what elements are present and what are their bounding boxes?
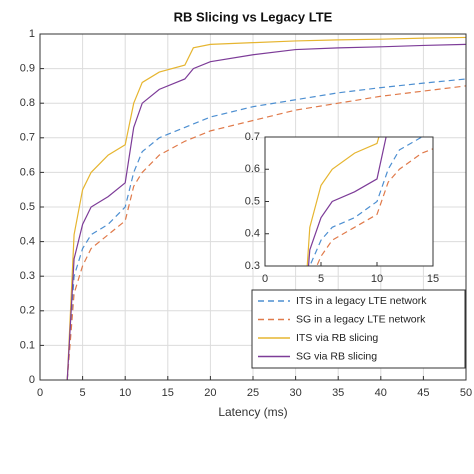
legend-label: SG in a legacy LTE network (296, 313, 426, 325)
y-tick-label: 0.8 (20, 97, 35, 109)
series-line (66, 43, 466, 380)
legend-label: ITS via RB slicing (296, 332, 378, 344)
y-tick-label: 0.3 (245, 260, 260, 272)
series-line (66, 78, 466, 380)
y-tick-label: 0.5 (245, 195, 260, 207)
x-tick-label: 0 (37, 387, 43, 399)
x-tick-label: 20 (204, 387, 216, 399)
legend: ITS in a legacy LTE network SG in a legac… (251, 289, 466, 369)
axes-frame (264, 136, 434, 267)
y-tick-label: 0.2 (20, 305, 35, 317)
series-line (66, 85, 466, 380)
inset: 0.3 0.4 0.5 0.6 0.7 0 5 10 15 (245, 131, 439, 285)
x-tick-label: 35 (332, 387, 344, 399)
series-line (66, 36, 466, 380)
x-tick-label: 40 (375, 387, 387, 399)
series-line (306, 137, 380, 266)
y-tick-label: 0.7 (245, 131, 260, 143)
axes-frame (39, 33, 467, 381)
x-tick-label: 5 (318, 273, 324, 285)
y-tick-label: 0.3 (20, 270, 35, 282)
chart-title: RB Slicing vs Legacy LTE (174, 9, 333, 24)
x-tick-label: 25 (247, 387, 259, 399)
y-tick-label: 0.4 (245, 228, 260, 240)
y-tick-label: 0.9 (20, 63, 35, 75)
y-tick-label: 0.4 (20, 236, 35, 248)
x-axis-label: Latency (ms) (218, 405, 287, 419)
x-tick-label: 0 (262, 273, 268, 285)
y-tick-label: 0.1 (20, 339, 35, 351)
legend-label: SG via RB slicing (296, 350, 377, 362)
legend-box (251, 289, 466, 369)
x-tick-label: 10 (119, 387, 131, 399)
y-tick-label: 0.6 (245, 163, 260, 175)
y-tick-label: 1 (29, 28, 35, 40)
x-tick-label: 5 (80, 387, 86, 399)
y-tick-label: 0.7 (20, 132, 35, 144)
legend-label: ITS in a legacy LTE network (296, 295, 427, 307)
x-tick-label: 10 (371, 273, 383, 285)
y-tick-label: 0.6 (20, 166, 35, 178)
series-line (316, 148, 433, 266)
plot-area (265, 137, 433, 266)
x-tick-label: 15 (427, 273, 439, 285)
x-tick-label: 15 (162, 387, 174, 399)
y-tick-label: 0 (29, 374, 35, 386)
x-tick-label: 30 (289, 387, 301, 399)
x-tick-label: 50 (460, 387, 472, 399)
series-line (307, 137, 387, 266)
y-tick-label: 0.5 (20, 201, 35, 213)
x-tick-label: 45 (417, 387, 429, 399)
